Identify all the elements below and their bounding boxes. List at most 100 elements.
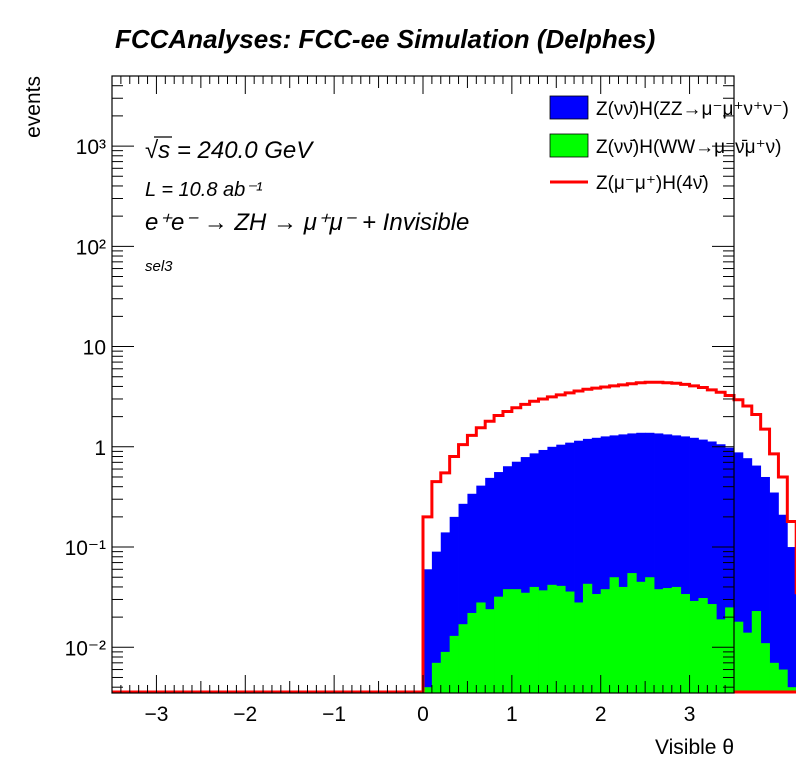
series-line-0 bbox=[112, 380, 796, 694]
histogram-bar-0-17 bbox=[574, 440, 584, 693]
histogram-bar-1-0 bbox=[423, 687, 433, 693]
sqrt-s-annotation: √s = 240.0 GeV bbox=[145, 137, 314, 164]
histogram-bar-0-11 bbox=[520, 457, 531, 693]
histogram-bar-1-41 bbox=[787, 687, 796, 693]
histogram-bar-0-38 bbox=[760, 476, 770, 693]
histogram-bar-1-23 bbox=[627, 573, 637, 693]
histogram-bar-1-20 bbox=[600, 589, 610, 693]
histogram-bar-1-17 bbox=[574, 602, 584, 693]
histogram-bar-1-37 bbox=[751, 611, 762, 693]
y-axis-title: events bbox=[22, 76, 45, 138]
histogram-bar-0-19 bbox=[591, 437, 602, 693]
histogram-bar-1-31 bbox=[698, 598, 708, 693]
histogram-bar-0-24 bbox=[636, 432, 646, 693]
y-tick-label: 1 bbox=[94, 437, 106, 460]
histogram-bar-1-10 bbox=[511, 589, 522, 693]
histogram-bar-1-13 bbox=[538, 590, 548, 693]
histogram-bar-1-8 bbox=[494, 596, 504, 693]
histogram-bar-0-2 bbox=[440, 532, 451, 693]
histogram-bar-0-12 bbox=[529, 453, 539, 693]
legend-label-zz: Z(νν̄)H(ZZ→μ⁻μ⁺ν⁺ν⁻) bbox=[596, 99, 789, 120]
histogram-bar-1-7 bbox=[485, 609, 495, 693]
process-annotation: e⁺e⁻ → ZH → μ⁺μ⁻ + Invisible bbox=[145, 209, 469, 236]
histogram-bar-1-35 bbox=[734, 621, 744, 693]
histogram-bar-0-34 bbox=[725, 447, 735, 693]
histogram-bar-1-40 bbox=[778, 669, 788, 693]
histogram-bar-0-22 bbox=[618, 434, 628, 693]
histogram-bar-0-33 bbox=[716, 444, 726, 693]
histogram-bar-1-29 bbox=[680, 594, 690, 693]
histogram-bar-0-3 bbox=[449, 516, 459, 693]
histogram-bar-0-25 bbox=[645, 432, 655, 693]
legend-label-ww: Z(νν̄)H(WW→μ⁻ν̄μ⁺ν) bbox=[596, 137, 781, 158]
histogram-bar-1-9 bbox=[502, 589, 513, 693]
y-tick-label: 10² bbox=[76, 236, 106, 259]
x-tick-label: −3 bbox=[144, 703, 168, 726]
x-tick-label: 0 bbox=[417, 703, 429, 726]
histogram-bar-1-25 bbox=[645, 577, 655, 693]
histogram-bar-1-38 bbox=[760, 643, 770, 693]
histogram-bar-0-30 bbox=[689, 437, 699, 693]
histogram-bar-0-16 bbox=[565, 442, 575, 693]
histogram-bar-0-27 bbox=[662, 434, 673, 693]
legend-swatch-zz bbox=[549, 95, 589, 120]
histogram-bar-1-4 bbox=[458, 624, 468, 693]
histogram-bar-0-14 bbox=[547, 446, 557, 693]
histogram-bar-1-11 bbox=[520, 592, 531, 693]
x-tick-label: 2 bbox=[595, 703, 607, 726]
histogram-bar-1-36 bbox=[742, 632, 753, 693]
histogram-bar-1-3 bbox=[449, 635, 459, 693]
histogram-bar-0-39 bbox=[769, 492, 779, 693]
histogram-bar-1-32 bbox=[707, 604, 717, 693]
histogram-bar-1-12 bbox=[529, 586, 539, 693]
histogram-bar-0-36 bbox=[742, 458, 753, 693]
histogram-bar-0-20 bbox=[600, 436, 610, 693]
histogram-bar-1-18 bbox=[582, 583, 593, 693]
histogram-bar-1-22 bbox=[618, 586, 628, 693]
x-tick-label: −1 bbox=[322, 703, 346, 726]
histogram-bar-0-10 bbox=[511, 461, 522, 693]
histogram-bar-0-0 bbox=[423, 569, 433, 693]
x-tick-label: 3 bbox=[684, 703, 696, 726]
y-tick-label: 10 bbox=[83, 337, 106, 360]
histogram-bar-1-34 bbox=[725, 607, 735, 693]
histogram-bar-0-4 bbox=[458, 503, 468, 693]
histogram-bar-0-41 bbox=[787, 547, 796, 693]
histogram-bar-0-21 bbox=[609, 435, 619, 693]
chart-title: FCCAnalyses: FCC-ee Simulation (Delphes) bbox=[115, 24, 655, 54]
y-tick-label: 10⁻² bbox=[65, 637, 106, 660]
histogram-bar-0-37 bbox=[751, 465, 762, 693]
histogram-bar-0-5 bbox=[467, 493, 477, 693]
histogram-bar-1-1 bbox=[431, 662, 442, 693]
histogram-bar-1-21 bbox=[609, 577, 619, 693]
histogram-bar-1-15 bbox=[556, 585, 566, 693]
histogram-bar-1-5 bbox=[467, 612, 477, 693]
x-axis-title: Visible θ bbox=[655, 736, 734, 759]
histogram-bar-0-40 bbox=[778, 514, 788, 693]
histogram-bar-1-30 bbox=[689, 600, 699, 693]
histogram-bar-1-33 bbox=[716, 619, 726, 693]
histogram-bar-1-28 bbox=[671, 586, 682, 693]
histogram-bar-1-24 bbox=[636, 581, 646, 693]
histogram-bar-1-19 bbox=[591, 594, 602, 693]
histogram-bar-1-6 bbox=[476, 602, 486, 693]
histogram-bar-0-13 bbox=[538, 449, 548, 693]
histogram-bar-0-35 bbox=[734, 452, 744, 693]
histogram-bar-0-29 bbox=[680, 436, 690, 693]
histogram-bar-0-15 bbox=[556, 444, 566, 693]
histogram-bar-0-26 bbox=[654, 433, 664, 693]
histogram-bar-0-7 bbox=[485, 477, 495, 693]
y-tick-label: 10⁻¹ bbox=[65, 537, 106, 560]
histogram-bar-0-1 bbox=[431, 551, 442, 693]
x-tick-label: −2 bbox=[233, 703, 257, 726]
histogram-bar-0-6 bbox=[476, 485, 486, 693]
legend-swatch-ww bbox=[549, 133, 589, 158]
selection-annotation: sel3 bbox=[145, 258, 173, 275]
histogram-bar-0-9 bbox=[502, 466, 513, 693]
legend: Z(νν̄)H(ZZ→μ⁻μ⁺ν⁺ν⁻) Z(νν̄)H(WW→μ⁻ν̄μ⁺ν)… bbox=[549, 95, 789, 194]
histogram-bar-0-32 bbox=[707, 441, 717, 693]
histogram-bar-0-18 bbox=[582, 438, 593, 693]
histogram-bar-1-39 bbox=[769, 662, 779, 693]
y-tick-label: 10³ bbox=[76, 136, 106, 159]
histogram-bar-1-14 bbox=[547, 584, 557, 693]
